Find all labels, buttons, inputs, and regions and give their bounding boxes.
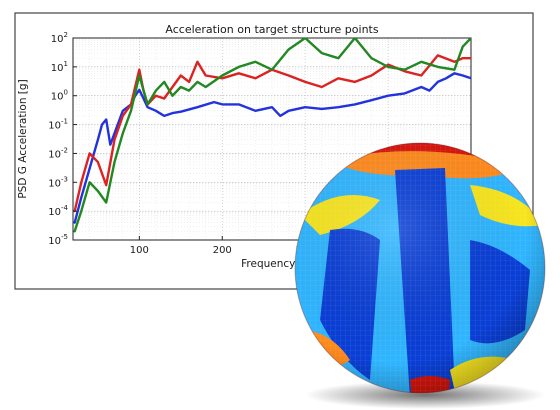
y-ticks: 10-5 10-4 10-3 10-2 10-1 100 101 102 [48,31,77,247]
y-tick-label: 10-5 [48,233,68,247]
y-tick-label: 101 [51,60,68,74]
series-line-3 [73,38,471,233]
y-tick-label: 102 [51,31,68,45]
x-tick-label: 100 [130,245,149,256]
sphere-render [294,142,546,409]
sphere-shading [295,143,545,393]
y-tick-label: 10-3 [48,175,68,189]
series-layer [73,38,471,233]
x-tick-label: 200 [213,245,232,256]
x-axis-label: Frequency [ [241,258,303,270]
y-axis-label: PSD G Acceleration [g] [17,79,29,198]
sphere-shadow [305,381,545,409]
sphere-outline [294,142,546,394]
y-tick-label: 10-4 [48,204,68,218]
series-line-1 [73,72,471,224]
y-tick-label: 10-2 [48,146,68,160]
chart-title: Acceleration on target structure points [165,23,378,36]
y-tick-label: 10-1 [48,118,68,132]
plot-area [72,37,472,241]
y-tick-label: 100 [51,89,68,103]
